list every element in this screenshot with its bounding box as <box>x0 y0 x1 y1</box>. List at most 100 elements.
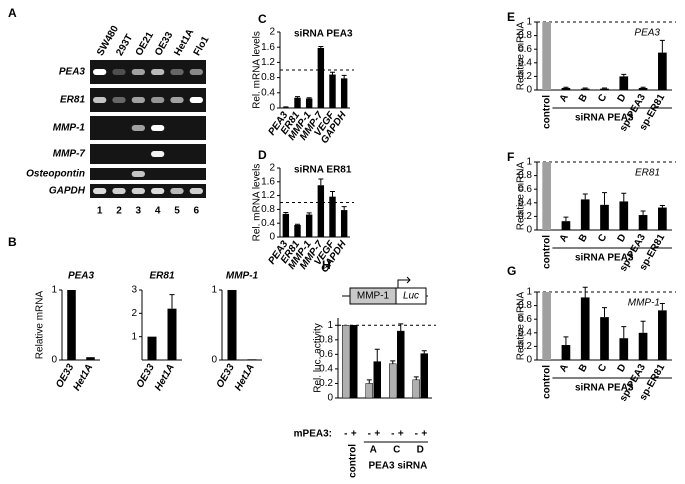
y-tick-label: 0.6 <box>518 44 532 55</box>
error-bar <box>366 379 372 384</box>
y-tick-label: 0 <box>269 103 275 114</box>
bar <box>638 332 648 360</box>
y-tick-label: 0.2 <box>319 378 333 389</box>
error-bar <box>602 192 607 205</box>
bar <box>365 383 373 399</box>
lane-number: 4 <box>155 206 161 217</box>
x-tick-label: B <box>577 362 590 374</box>
row-label: mPEA3: <box>294 429 332 440</box>
gel-strip <box>90 184 206 198</box>
y-tick-label: 2 <box>131 308 137 319</box>
x-tick-label: A <box>370 445 377 456</box>
y-tick-label: 0 <box>526 355 532 366</box>
y-tick-label: 0 <box>327 393 333 404</box>
x-tick-label: C <box>393 445 400 456</box>
bar <box>340 78 348 108</box>
bar <box>542 162 551 230</box>
bar <box>600 88 609 90</box>
y-tick-label: 0.6 <box>518 314 532 325</box>
error-bar <box>640 210 646 216</box>
y-axis-label: Rel. mRNA levels <box>252 164 263 242</box>
bar <box>638 215 648 230</box>
y-tick-label: 1 <box>526 287 532 298</box>
lane-number: 5 <box>174 206 180 217</box>
promoter-arrow <box>397 276 411 288</box>
bar <box>561 221 571 230</box>
bar <box>317 47 325 108</box>
x-tick-label: D <box>616 92 629 104</box>
gel-strip <box>90 144 206 164</box>
error-bar <box>169 294 175 309</box>
x-tick-label: A <box>558 362 571 374</box>
bar <box>147 336 157 360</box>
x-tick-label: D <box>616 232 629 244</box>
annotation: MMP-1 <box>628 298 660 309</box>
gel-band <box>131 69 145 75</box>
gel-band <box>189 188 203 194</box>
gel-band <box>131 188 145 194</box>
error-bar <box>659 205 665 208</box>
y-tick-label: 0.2 <box>518 341 532 352</box>
bar <box>638 87 648 90</box>
series-label: - <box>415 429 418 440</box>
x-tick-label: C <box>596 362 609 374</box>
gel-band <box>151 125 165 131</box>
y-axis-label: Relative mRNA <box>516 22 527 91</box>
error-bar <box>306 212 312 215</box>
error-bar <box>640 86 646 88</box>
bar <box>658 310 667 360</box>
error-bar <box>563 86 569 88</box>
lane-number: 2 <box>116 206 122 217</box>
gel-strip <box>90 88 206 112</box>
error-bar <box>398 323 404 332</box>
error-bar <box>563 216 569 222</box>
gel-band <box>170 188 184 194</box>
group-label: siRNA PEA3 <box>575 383 634 394</box>
bar <box>619 201 629 230</box>
x-tick-label: D <box>417 445 424 456</box>
series-label: + <box>398 429 404 440</box>
x-tick-label: D <box>616 362 629 374</box>
panel-label: B <box>8 235 17 249</box>
y-tick-label: 1.6 <box>261 176 275 187</box>
error-bar <box>640 320 646 333</box>
gel-band <box>131 171 145 177</box>
panel-label: D <box>258 148 267 162</box>
chart-title: PEA3 <box>68 271 95 282</box>
y-tick-label: 0.4 <box>518 197 532 208</box>
x-tick-label: C <box>596 232 609 244</box>
error-bar <box>582 286 588 298</box>
x-tick-label: control <box>347 444 358 478</box>
error-bar <box>330 190 335 197</box>
bar <box>420 353 428 399</box>
error-bar <box>621 73 627 77</box>
y-tick-label: 0.8 <box>261 72 275 83</box>
chart-title: ER81 <box>149 271 174 282</box>
gel-band <box>93 97 107 103</box>
y-tick-label: 0.8 <box>518 30 532 41</box>
bar <box>412 379 420 399</box>
bar <box>658 52 667 90</box>
row-label: GAPDH <box>49 186 86 197</box>
bar <box>389 363 397 399</box>
bar <box>305 98 313 108</box>
series-label: - <box>391 429 394 440</box>
x-tick-label: control <box>541 95 552 129</box>
error-bar <box>602 87 607 89</box>
error-bar <box>341 74 347 79</box>
error-bar <box>318 178 324 186</box>
gel-strip <box>90 168 206 180</box>
y-tick-label: 0.4 <box>261 218 275 229</box>
row-label: ER81 <box>60 95 85 106</box>
gel-band <box>151 69 165 75</box>
gel-band <box>112 188 126 194</box>
error-bar <box>306 97 312 99</box>
y-tick-label: 0.6 <box>518 184 532 195</box>
gel-strip <box>90 116 206 140</box>
gel-band <box>93 188 107 194</box>
bar <box>373 361 381 399</box>
bar <box>305 214 313 237</box>
gel-strip <box>90 60 206 84</box>
chart-title: siRNA PEA3 <box>294 29 353 40</box>
